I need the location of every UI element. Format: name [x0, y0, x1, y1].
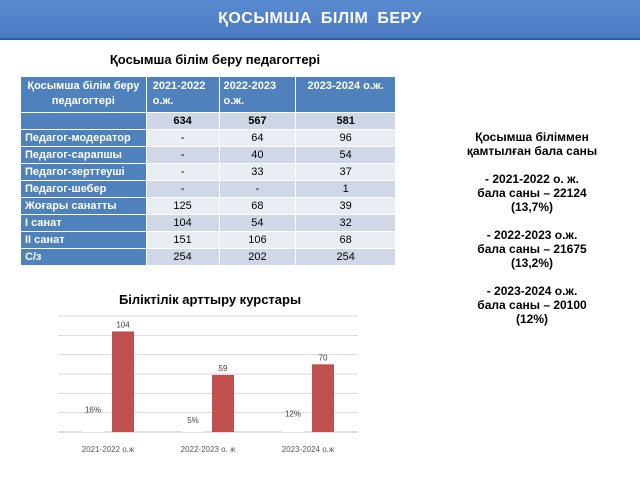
summary-year: - 2023-2024 о.ж. — [486, 284, 578, 298]
table-header-row: Қосымша білім беру педагогтері 2021-2022… — [20, 76, 396, 113]
table-cell: 106 — [218, 231, 297, 249]
chart-bar — [312, 364, 334, 432]
bar-data-label: 104 — [116, 320, 130, 329]
table-cell: 254 — [145, 248, 220, 266]
table-row: Педагог-зерттеуші - 33 37 — [20, 163, 396, 181]
table-cell: - — [145, 180, 220, 198]
total-cell: 567 — [218, 112, 297, 130]
slide-title: ҚОСЫМША БІЛІМ БЕРУ — [218, 10, 422, 27]
slide-title-bar: ҚОСЫМША БІЛІМ БЕРУ — [0, 0, 640, 40]
table-cell: 54 — [295, 146, 396, 164]
summary-count: бала саны – 22124 — [477, 186, 587, 200]
row-label: Педагог-модератор — [20, 129, 147, 147]
courses-bar-chart: 16% 104 2021-2022 о.ж 5% 59 2022-2023 о. ж 12%… — [58, 315, 358, 454]
row-label: С/з — [20, 248, 147, 266]
totals-label-cell — [20, 112, 147, 130]
chart-bar — [182, 427, 204, 432]
chart-bar — [82, 416, 104, 432]
chart-bar — [112, 331, 134, 432]
x-tick-label: 2022-2023 о. ж — [181, 445, 236, 454]
header-year-2022: 2022-2023 о.ж. — [218, 76, 297, 113]
children-coverage-summary: Қосымша біліммен қамтылған бала саны - 2… — [432, 130, 632, 326]
bar-data-label: 12% — [285, 409, 301, 418]
summary-heading-line: Қосымша біліммен — [475, 130, 589, 144]
x-tick-label: 2023-2024 о.ж — [282, 445, 335, 454]
bar-data-label: 5% — [187, 416, 199, 425]
table-cell: - — [218, 180, 297, 198]
table-row: Жоғары санатты 125 68 39 — [20, 197, 396, 215]
table-cell: 202 — [218, 248, 297, 266]
table-cell: 40 — [218, 146, 297, 164]
table-cell: 254 — [295, 248, 396, 266]
table-cell: - — [145, 129, 220, 147]
table-cell: 151 — [145, 231, 220, 249]
teachers-table: Қосымша білім беру педагогтері 2021-2022… — [20, 76, 396, 266]
row-label: Педагог-зерттеуші — [20, 163, 147, 181]
row-label: Педагог-сарапшы — [20, 146, 147, 164]
table-cell: 64 — [218, 129, 297, 147]
table-cell: 33 — [218, 163, 297, 181]
summary-percent: (13,2%) — [510, 256, 554, 270]
total-cell: 634 — [145, 112, 220, 130]
summary-heading-line: қамтылған бала саны — [466, 144, 598, 158]
summary-percent: (13,7%) — [510, 200, 554, 214]
row-label: Жоғары санатты — [20, 197, 147, 215]
table-cell: 54 — [218, 214, 297, 232]
table-cell: 125 — [145, 197, 220, 215]
summary-year: - 2021-2022 о. ж. — [485, 172, 579, 186]
row-label: Педагог-шебер — [20, 180, 147, 198]
table-row: Педагог-модератор - 64 96 — [20, 129, 396, 147]
header-category: Қосымша білім беру педагогтері — [20, 76, 147, 113]
header-year-2021: 2021-2022 о.ж. — [145, 76, 220, 113]
summary-year: - 2022-2023 о.ж. — [486, 228, 578, 242]
chart-bar — [212, 374, 234, 432]
summary-count: бала саны – 21675 — [477, 242, 587, 256]
table-cell: 39 — [295, 197, 396, 215]
chart-title: Біліктілік арттыру курстары — [118, 292, 302, 307]
bar-data-label: 70 — [319, 353, 328, 362]
row-label: I санат — [20, 214, 147, 232]
header-year-2023: 2023-2024 о.ж. — [295, 76, 396, 113]
table-cell: 1 — [295, 180, 396, 198]
row-label: II санат — [20, 231, 147, 249]
table-row: Педагог-сарапшы - 40 54 — [20, 146, 396, 164]
x-tick-label: 2021-2022 о.ж — [82, 445, 135, 454]
table-cell: 68 — [295, 231, 396, 249]
chart-bar — [282, 420, 304, 432]
summary-percent: (12%) — [515, 312, 548, 326]
bar-data-label: 59 — [219, 364, 228, 373]
summary-count: бала саны – 20100 — [477, 298, 587, 312]
table-cell: - — [145, 163, 220, 181]
table-row: II санат 151 106 68 — [20, 231, 396, 249]
table-cell: 32 — [295, 214, 396, 232]
table-cell: 104 — [145, 214, 220, 232]
bar-data-label: 16% — [85, 406, 101, 415]
totals-row: 634 567 581 — [20, 112, 396, 130]
table-title: Қосымша білім беру педагогтері — [109, 52, 321, 67]
table-cell: 37 — [295, 163, 396, 181]
table-row: С/з 254 202 254 — [20, 248, 396, 266]
table-row: Педагог-шебер - - 1 — [20, 180, 396, 198]
total-cell: 581 — [295, 112, 396, 130]
table-cell: - — [145, 146, 220, 164]
table-cell: 68 — [218, 197, 297, 215]
table-cell: 96 — [295, 129, 396, 147]
table-row: I санат 104 54 32 — [20, 214, 396, 232]
